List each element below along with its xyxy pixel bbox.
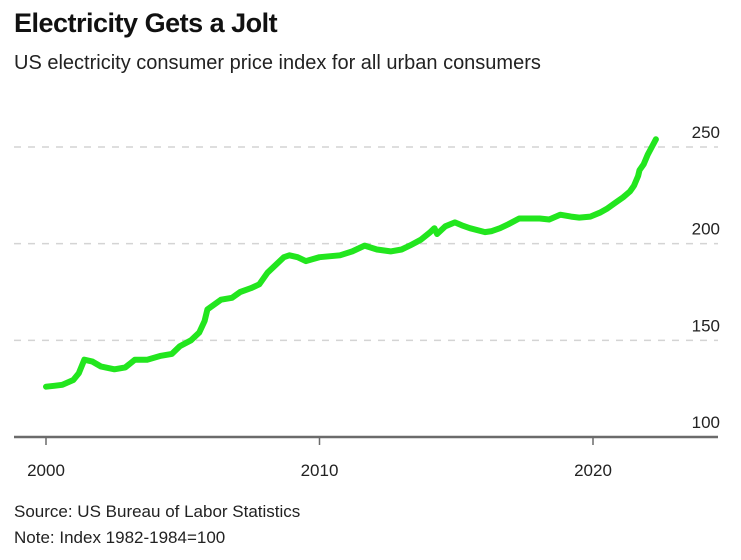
y-tick-label: 250 (692, 123, 720, 142)
y-tick-label: 200 (692, 220, 720, 239)
chart-subtitle: US electricity consumer price index for … (14, 52, 541, 74)
y-tick-label: 150 (692, 316, 720, 335)
y-tick-label: 100 (692, 413, 720, 432)
series-line-electricity-cpi (43, 136, 659, 390)
series-lines (43, 136, 659, 390)
x-axis-ticks: 2000 2010 2020 (27, 437, 612, 480)
chart-title: Electricity Gets a Jolt (14, 8, 278, 38)
source-note: Source: US Bureau of Labor Statistics (14, 502, 301, 521)
index-note: Note: Index 1982-1984=100 (14, 528, 226, 547)
y-axis-tick-labels: 100 150 200 250 (692, 123, 720, 432)
x-tick-label: 2000 (27, 461, 65, 480)
x-tick-label: 2020 (574, 461, 612, 480)
x-tick-label: 2010 (301, 461, 339, 480)
